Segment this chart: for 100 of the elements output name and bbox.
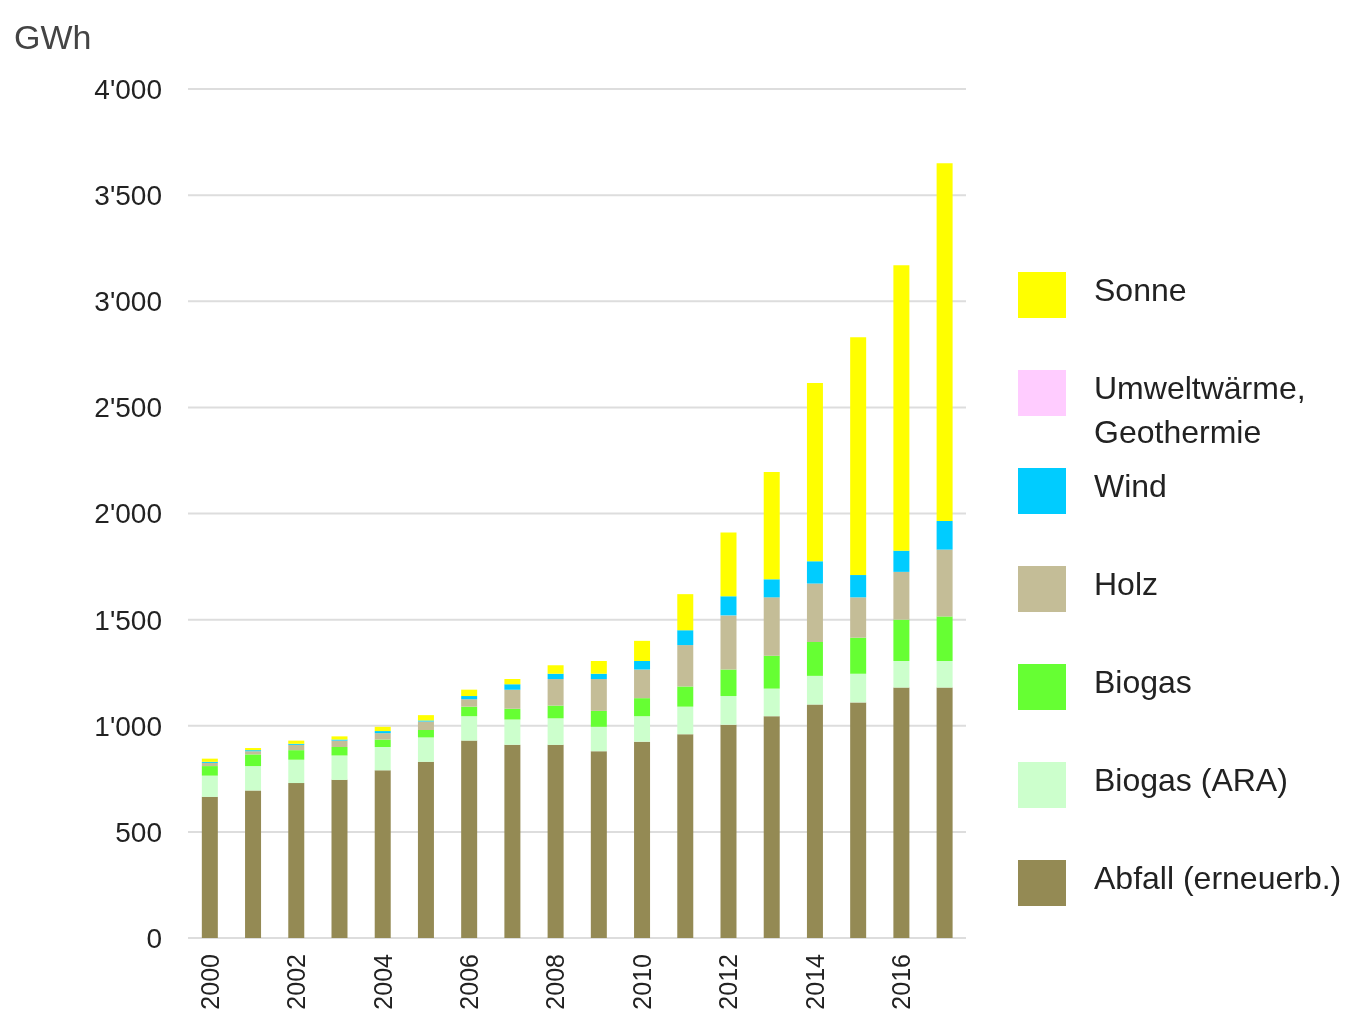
bar — [461, 716, 478, 741]
x-tick-label: 2000 — [195, 954, 224, 1010]
bar — [850, 337, 867, 576]
bar — [893, 265, 910, 551]
bar — [245, 766, 262, 791]
bar — [374, 739, 391, 747]
y-tick-label: 500 — [115, 816, 162, 848]
bar — [417, 737, 434, 762]
bar — [763, 688, 780, 717]
x-tick-label: 2014 — [800, 953, 829, 1010]
bar — [677, 594, 694, 631]
bar — [245, 790, 262, 938]
x-tick-label: 2008 — [541, 954, 570, 1010]
x-tick-label: 2012 — [714, 954, 743, 1010]
bar — [893, 571, 910, 620]
bar — [936, 549, 953, 617]
bar — [806, 382, 823, 562]
bar — [936, 687, 953, 938]
bar — [677, 734, 694, 938]
bar — [720, 532, 737, 597]
bar — [806, 583, 823, 642]
bar — [720, 615, 737, 670]
bar — [504, 708, 521, 720]
bar — [504, 689, 521, 709]
bar — [590, 751, 607, 938]
bar — [331, 746, 348, 756]
bar — [720, 724, 737, 938]
bar — [504, 684, 521, 690]
bar — [547, 673, 564, 680]
bar — [547, 705, 564, 719]
bar — [590, 710, 607, 727]
bar — [461, 689, 478, 697]
bar — [288, 783, 305, 938]
bar — [374, 770, 391, 938]
bar — [245, 754, 262, 767]
bar — [547, 679, 564, 706]
bar — [201, 766, 218, 776]
bar — [547, 718, 564, 745]
bar — [763, 472, 780, 580]
y-tick-label: 4'000 — [94, 73, 162, 105]
bar — [461, 740, 478, 938]
legend-label: Holz — [1094, 565, 1159, 604]
x-tick-label: 2004 — [368, 953, 397, 1010]
y-tick-label: 0 — [146, 922, 162, 954]
x-tick-label: 2002 — [282, 954, 311, 1010]
bar — [461, 696, 478, 700]
bar — [677, 686, 694, 707]
bar — [417, 721, 434, 730]
legend-label: Biogas (ARA) — [1094, 761, 1289, 800]
bar — [547, 665, 564, 674]
bar — [677, 645, 694, 687]
bar — [331, 779, 348, 938]
bar — [936, 661, 953, 688]
bar — [850, 575, 867, 598]
bar — [893, 661, 910, 688]
bar — [417, 761, 434, 938]
bar — [720, 696, 737, 725]
bar — [417, 715, 434, 721]
bar — [806, 704, 823, 938]
y-tick-label: 3'500 — [94, 180, 162, 212]
bar — [763, 716, 780, 938]
bar — [374, 726, 391, 732]
bar — [331, 740, 348, 747]
y-axis-title: GWh — [14, 18, 92, 57]
bar — [504, 719, 521, 745]
bar — [806, 641, 823, 676]
bar — [850, 597, 867, 638]
bar — [936, 163, 953, 521]
bar — [201, 775, 218, 797]
legend-label: Wind — [1094, 467, 1168, 506]
bar — [720, 596, 737, 616]
bar — [288, 744, 305, 751]
bar — [634, 661, 651, 670]
bar — [806, 561, 823, 584]
x-tick-label: 2016 — [887, 954, 916, 1010]
bar — [374, 733, 391, 740]
bar — [331, 755, 348, 780]
bar — [893, 550, 910, 572]
bar — [850, 637, 867, 674]
bar — [806, 675, 823, 705]
y-tick-label: 1'000 — [94, 710, 162, 742]
bar — [590, 679, 607, 711]
bar — [547, 744, 564, 938]
legend-label: Umweltwärme, Geothermie — [1094, 369, 1307, 452]
bar — [417, 730, 434, 738]
bar — [893, 619, 910, 662]
y-tick-label: 3'000 — [94, 286, 162, 318]
bar — [763, 579, 780, 598]
bar — [461, 706, 478, 717]
bar — [590, 726, 607, 752]
x-tick-label: 2010 — [627, 954, 656, 1010]
bar — [677, 630, 694, 646]
legend-label: Abfall (erneuerb.) — [1094, 859, 1343, 898]
bar — [677, 706, 694, 735]
bar — [634, 741, 651, 938]
legend-label: Sonne — [1094, 271, 1188, 310]
bar — [374, 746, 391, 771]
x-tick-label: 2006 — [454, 954, 483, 1010]
bar — [288, 759, 305, 784]
bar — [201, 762, 218, 767]
